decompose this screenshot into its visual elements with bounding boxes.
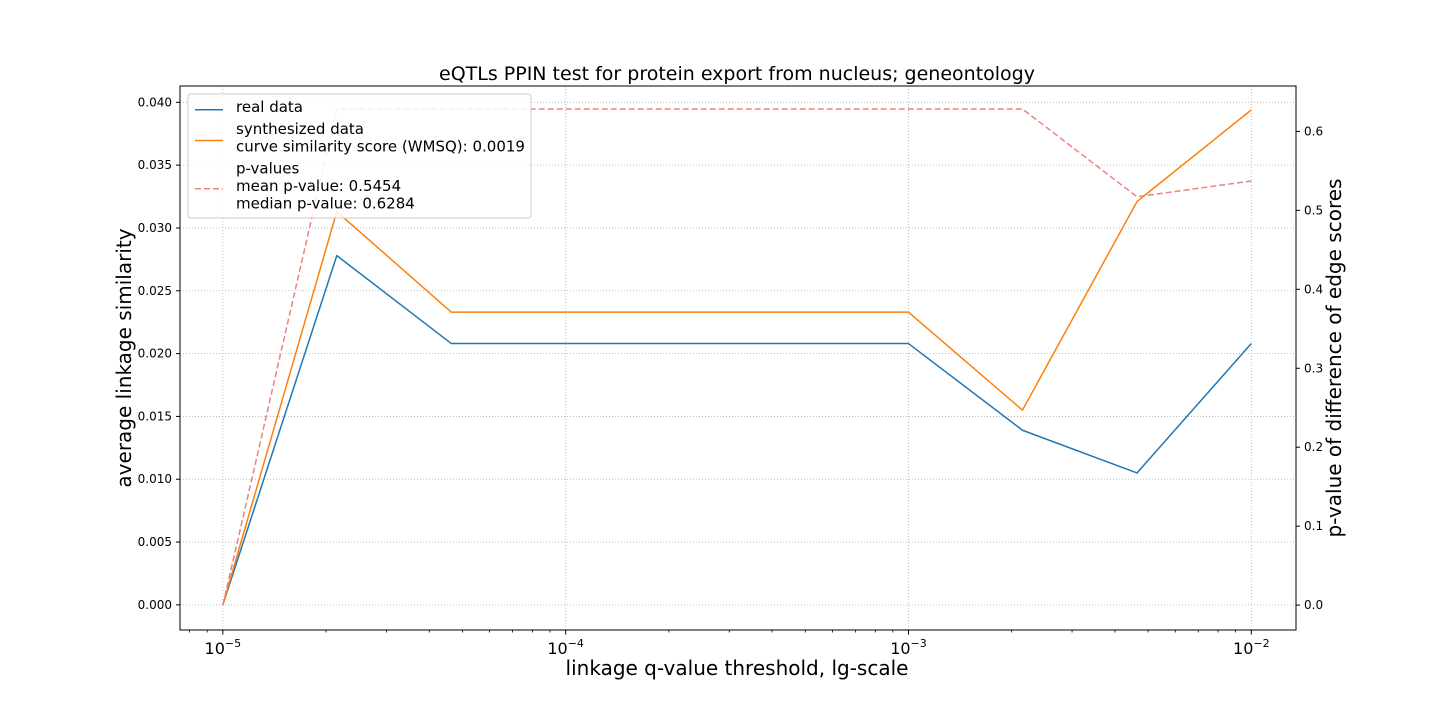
x-tick-label: 10−4	[547, 637, 584, 658]
y-tick-label: 0.025	[138, 284, 172, 298]
x-tick-label: 10−3	[890, 637, 927, 658]
x-tick-label: 10−2	[1233, 637, 1270, 658]
legend-entry-text: median p-value: 0.6284	[236, 195, 415, 213]
chart-title: eQTLs PPIN test for protein export from …	[439, 63, 1035, 85]
y-axis-title: average linkage similarity	[112, 228, 136, 487]
x-axis-title: linkage q-value threshold, lg-scale	[566, 656, 909, 680]
y-tick-label: 0.020	[138, 347, 172, 361]
plot-frame	[179, 85, 1297, 631]
y-tick-label: 0.040	[138, 95, 172, 109]
series-line-0	[222, 254, 1252, 606]
y-right-tick-label: 0.1	[1304, 519, 1323, 533]
y-tick-label: 0.030	[138, 221, 172, 235]
y-right-tick-label: 0.2	[1304, 440, 1323, 454]
y-tick-label: 0.035	[138, 158, 172, 172]
x-tick-label: 10−5	[205, 637, 242, 658]
legend-entry-text: real data	[236, 98, 303, 116]
y-right-tick-label: 0.5	[1304, 203, 1323, 217]
legend-entry-text: mean p-value: 0.5454	[236, 177, 401, 195]
y-tick-label: 0.005	[138, 535, 172, 549]
y-right-tick-label: 0.3	[1304, 361, 1323, 375]
legend-entry-text: p-values	[236, 160, 300, 178]
legend-entry-text: curve similarity score (WMSQ): 0.0019	[236, 138, 525, 156]
y-tick-label: 0.015	[138, 409, 172, 423]
y-right-tick-label: 0.6	[1304, 124, 1323, 138]
legend-box	[187, 93, 532, 219]
y-right-tick-label: 0.4	[1304, 282, 1323, 296]
y-right-tick-label: 0.0	[1304, 598, 1323, 612]
y-axis-right-title: p-value of difference of edge scores	[1322, 179, 1346, 538]
ticks: 0.000 0.005 0.010 0.015 0.020 0.025 0.030 0.035…	[138, 95, 1323, 658]
legend-entry-text: synthesized data	[236, 120, 364, 138]
y-tick-label: 0.010	[138, 472, 172, 486]
y-tick-label: 0.000	[138, 598, 172, 612]
